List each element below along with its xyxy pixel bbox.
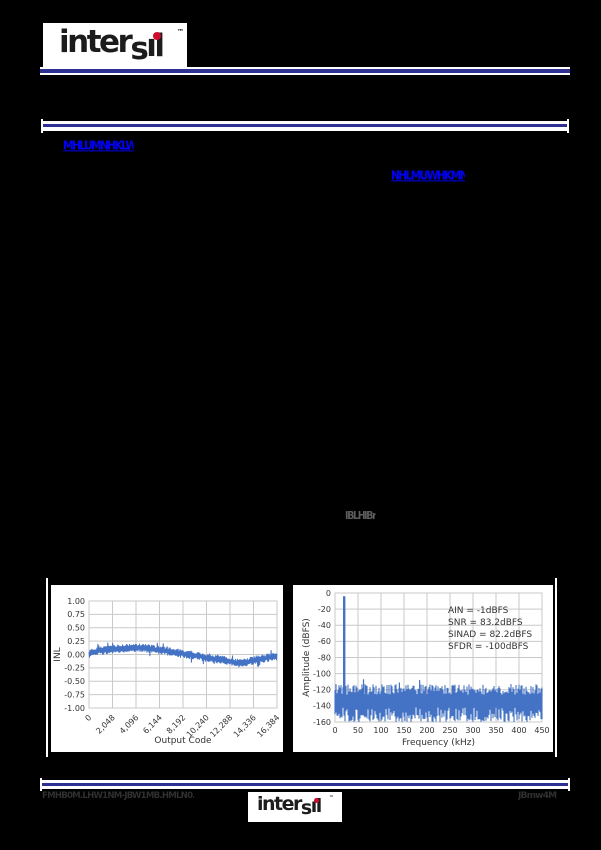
figure-border-right [555,578,557,757]
svg-text:Output Code: Output Code [154,736,212,746]
doc-link-1[interactable]: MHLUMNHKLWHNU [63,139,134,154]
svg-text:-0.25: -0.25 [64,664,85,673]
intersil-logo-footer: intersıl [257,793,323,819]
svg-text:SNR = 83.2dBFS: SNR = 83.2dBFS [448,618,523,628]
svg-text:2,048: 2,048 [94,713,117,736]
footer-logo-box: intersıl ™ [248,792,342,822]
svg-text:-0.50: -0.50 [64,677,85,686]
logo-text-s: s [130,31,148,67]
header-rule-line [40,69,570,73]
svg-text:150: 150 [396,726,411,735]
svg-text:250: 250 [442,726,457,735]
svg-text:0.25: 0.25 [67,637,85,646]
logo-trademark: ™ [177,28,184,36]
svg-text:450: 450 [534,726,549,735]
svg-text:SFDR = -100dBFS: SFDR = -100dBFS [448,642,529,652]
svg-text:0: 0 [332,726,337,735]
logo-trademark: ™ [329,795,334,801]
svg-text:12,288: 12,288 [208,713,234,739]
section-rule-cap-left [41,119,43,133]
body-note-text: IBLHlBr [345,509,376,522]
header-rule [40,67,570,75]
svg-text:-40: -40 [318,621,331,630]
footer-doc-number: FMHB0M.LHW1NM-JBW1MB.HMLN0.WB [42,791,194,801]
svg-text:14,336: 14,336 [232,713,258,739]
section-rule-cap-right [567,119,569,133]
svg-text:0.50: 0.50 [67,624,85,633]
svg-text:-80: -80 [318,653,331,662]
svg-text:4,096: 4,096 [118,713,141,736]
logo-red-dot-icon [314,798,319,803]
footer-page-number: JBmw4M [518,791,557,801]
svg-text:-0.75: -0.75 [64,690,85,699]
inl-chart-figure: 1.00 0.75 0.50 0.25 0.00 -0.25 -0.50 -0.75 -1.00… [51,585,283,752]
svg-text:-160: -160 [313,718,331,727]
svg-text:Amplitude (dBFS): Amplitude (dBFS) [302,618,312,697]
inl-chart-svg: 1.00 0.75 0.50 0.25 0.00 -0.25 -0.50 -0.75 -1.00… [53,597,281,746]
svg-text:-140: -140 [313,702,331,711]
svg-text:100: 100 [373,726,388,735]
header-logo-box: intersıl ™ [43,23,187,68]
svg-text:INL: INL [53,647,63,661]
svg-text:300: 300 [465,726,480,735]
section-rule [42,121,568,131]
svg-text:SINAD = 82.2dBFS: SINAD = 82.2dBFS [448,630,532,640]
svg-text:0: 0 [326,589,331,598]
footer-rule-cap-left [40,778,42,791]
logo-red-dot-icon [153,32,161,40]
footer-rule [40,780,570,789]
logo-text-s: s [300,797,312,819]
svg-text:16,384: 16,384 [255,713,281,739]
fft-chart-figure: 0 -20 -40 -60 -80 -100 -120 -140 -160 0 50 100 150 20… [293,585,553,752]
svg-text:0.75: 0.75 [67,610,85,619]
svg-text:0: 0 [83,713,93,723]
svg-text:-120: -120 [313,686,331,695]
svg-text:-100: -100 [313,669,331,678]
svg-text:Frequency (kHz): Frequency (kHz) [402,738,475,748]
svg-text:400: 400 [511,726,526,735]
footer-rule-line [40,783,570,786]
svg-text:-20: -20 [318,605,331,614]
intersil-logo: intersıl [59,24,165,67]
svg-text:0.00: 0.00 [67,650,85,659]
figure-border-left [46,578,48,757]
footer-rule-cap-right [568,778,570,791]
svg-text:1.00: 1.00 [67,597,85,606]
svg-text:200: 200 [419,726,434,735]
logo-text-il: ıl [310,795,323,817]
svg-text:6,144: 6,144 [141,713,164,736]
logo-text-inter: inter [257,793,302,815]
logo-text-inter: inter [59,24,133,60]
section-rule-line [42,124,568,127]
svg-text:-60: -60 [318,637,331,646]
svg-text:AIN = -1dBFS: AIN = -1dBFS [448,606,509,616]
svg-text:50: 50 [353,726,363,735]
svg-text:-1.00: -1.00 [64,704,85,713]
doc-link-2[interactable]: NHLMUWHKMNHLI [391,169,465,184]
svg-text:350: 350 [488,726,503,735]
